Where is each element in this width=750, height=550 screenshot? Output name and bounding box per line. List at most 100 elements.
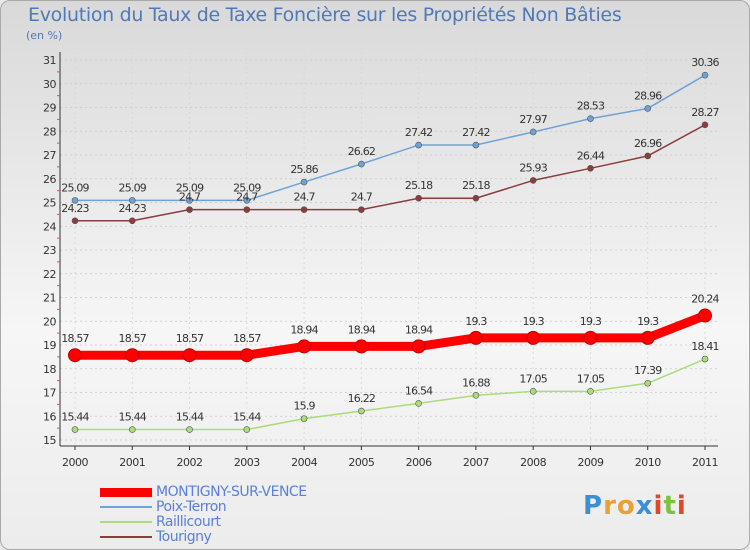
data-point (300, 415, 308, 422)
x-tick-label: 2004 (291, 456, 317, 469)
data-point (182, 348, 197, 363)
data-label: 24.23 (119, 202, 147, 215)
y-tick-label: 31 (43, 54, 56, 67)
data-label: 17.39 (634, 364, 662, 377)
data-point (125, 348, 140, 363)
data-label: 18.57 (176, 332, 204, 345)
legend-item: MONTIGNY-SUR-VENCE (100, 485, 307, 500)
data-point (358, 407, 365, 415)
x-tick-label: 2009 (577, 456, 603, 469)
data-label: 26.44 (577, 149, 605, 162)
x-tick-label: 2002 (177, 456, 203, 469)
brand-letter: i (653, 491, 664, 521)
data-point (186, 426, 193, 433)
data-label: 25.18 (405, 179, 433, 192)
data-label: 30.36 (691, 56, 719, 69)
brand-letter: o (616, 491, 636, 521)
data-label: 15.44 (176, 411, 204, 424)
y-tick-label: 20 (43, 315, 56, 328)
data-point (411, 339, 426, 354)
y-tick-label: 17 (43, 387, 56, 400)
legend-item: Tourigny (100, 530, 307, 545)
legend-label: Tourigny (156, 529, 212, 545)
data-point (644, 152, 652, 160)
data-point (243, 197, 251, 204)
brand-letter: r (603, 491, 617, 521)
series-line (70, 311, 710, 360)
x-tick-label: 2011 (692, 456, 718, 469)
data-point (701, 71, 709, 79)
data-label: 16.88 (462, 376, 490, 389)
data-label: 28.27 (691, 106, 719, 119)
y-tick-label: 29 (43, 102, 56, 115)
y-tick-label: 21 (43, 292, 56, 305)
y-tick-label: 27 (43, 149, 56, 162)
data-label: 15.44 (119, 411, 147, 424)
data-point (583, 330, 598, 345)
data-label: 24.7 (351, 191, 373, 204)
data-point (415, 400, 422, 407)
legend-swatch (100, 536, 152, 538)
data-point (300, 178, 308, 186)
data-label: 24.23 (61, 202, 89, 215)
data-point (529, 177, 537, 184)
legend-swatch (100, 506, 152, 508)
legend-swatch (100, 521, 152, 523)
brand-letter: i (676, 491, 687, 521)
y-tick-label: 23 (43, 244, 56, 257)
x-tick-label: 2000 (62, 456, 88, 469)
series-line (74, 358, 706, 431)
chart-title: Evolution du Taux de Taxe Foncière sur l… (28, 4, 622, 26)
legend-label: Poix-Terron (156, 499, 227, 515)
data-point (128, 426, 136, 433)
data-label: 24.7 (179, 191, 201, 204)
data-point (71, 217, 79, 225)
y-tick-label: 18 (43, 363, 56, 376)
data-point (472, 392, 480, 399)
data-label: 20.24 (691, 293, 719, 306)
legend-item: Raillicourt (100, 515, 307, 530)
data-label: 24.7 (236, 191, 258, 204)
data-label: 16.22 (348, 392, 376, 405)
data-label: 28.96 (634, 89, 662, 102)
data-point (701, 121, 709, 129)
data-label: 25.18 (462, 179, 490, 192)
y-tick-label: 25 (43, 197, 56, 210)
data-label: 18.57 (233, 332, 261, 345)
y-tick-label: 16 (43, 410, 56, 423)
data-label: 25.93 (519, 161, 547, 174)
data-label: 18.57 (119, 332, 147, 345)
data-point (472, 141, 480, 149)
legend-label: MONTIGNY-SUR-VENCE (156, 484, 307, 500)
y-tick-label: 15 (43, 434, 56, 447)
data-label: 25.09 (176, 181, 204, 194)
data-point (358, 160, 365, 168)
data-label: 26.96 (634, 137, 662, 150)
data-point (587, 388, 594, 395)
brand-letter: t (663, 491, 677, 521)
data-label: 15.9 (293, 400, 315, 413)
data-label: 15.44 (61, 411, 89, 424)
data-point (472, 194, 480, 202)
data-label: 17.05 (577, 372, 605, 385)
data-label: 19.3 (523, 315, 545, 328)
data-label: 25.09 (119, 181, 147, 194)
data-point (297, 339, 312, 354)
data-label: 28.53 (577, 100, 605, 113)
data-label: 18.41 (691, 340, 719, 353)
data-point (587, 165, 594, 172)
data-label: 25.09 (233, 181, 261, 194)
data-label: 27.42 (405, 126, 433, 139)
data-point (71, 197, 79, 204)
data-label: 26.62 (348, 145, 376, 158)
data-point (644, 379, 652, 387)
data-label: 19.3 (465, 315, 487, 328)
x-tick-label: 2010 (635, 456, 661, 469)
data-label: 27.97 (519, 113, 547, 126)
y-tick-label: 28 (43, 125, 56, 138)
brand-letter: x (635, 491, 654, 521)
data-label: 18.57 (61, 332, 89, 345)
data-point (529, 128, 537, 136)
